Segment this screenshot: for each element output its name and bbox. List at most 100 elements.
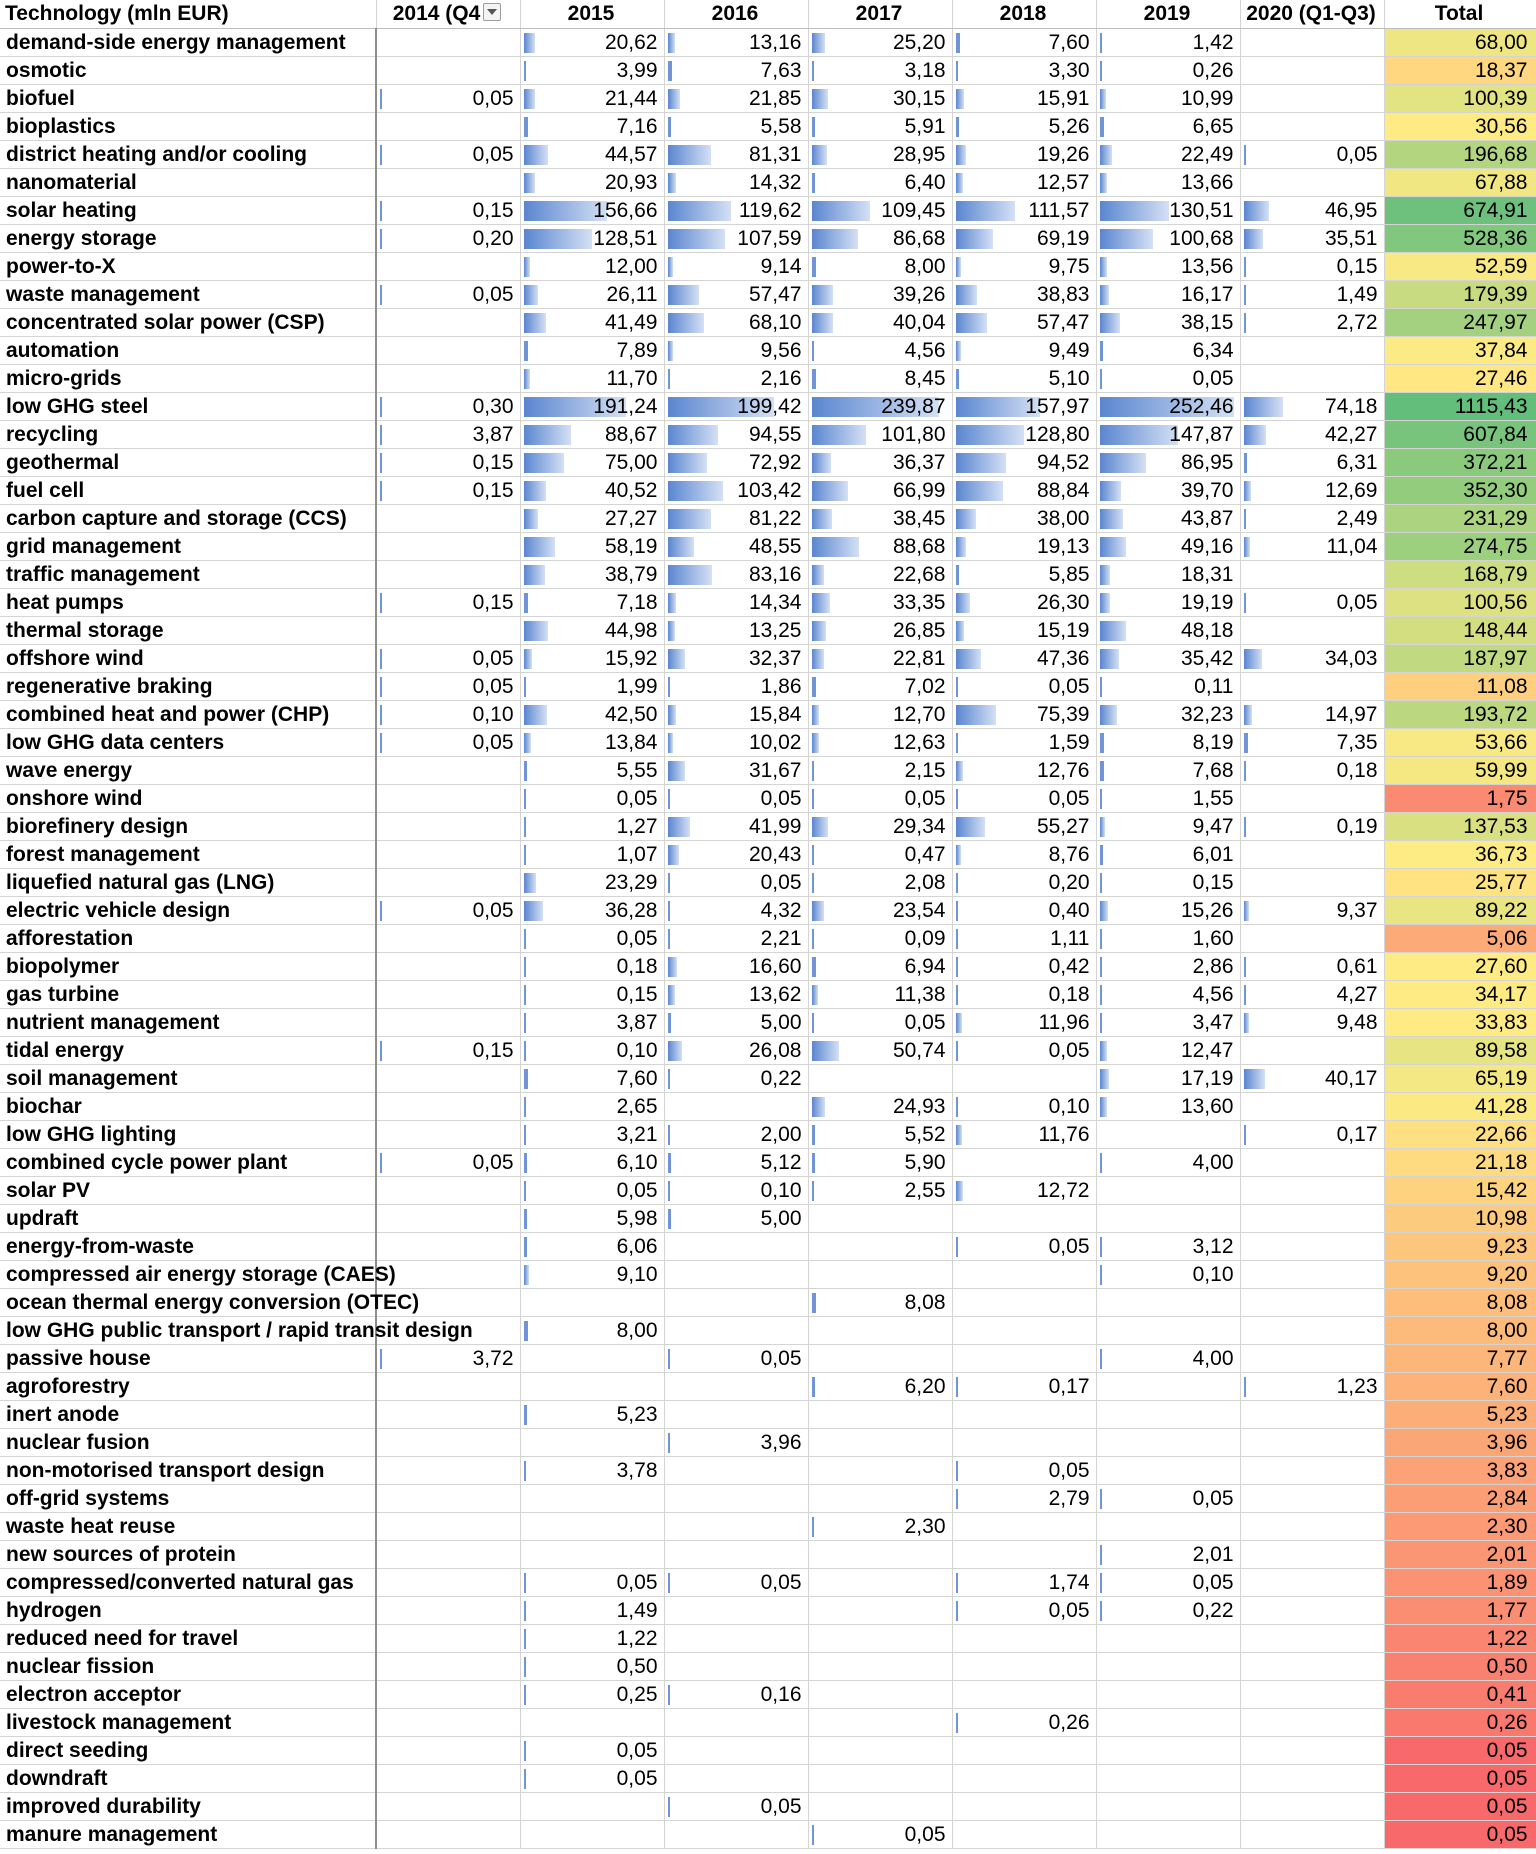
value-cell[interactable]: 7,35: [1240, 728, 1385, 757]
technology-cell[interactable]: thermal storage: [0, 616, 377, 645]
value-cell[interactable]: 14,34: [664, 588, 809, 617]
value-cell[interactable]: 6,20: [808, 1372, 953, 1401]
value-cell[interactable]: [1096, 1372, 1241, 1401]
value-cell[interactable]: [1240, 1092, 1385, 1121]
value-cell[interactable]: 6,01: [1096, 840, 1241, 869]
technology-cell[interactable]: onshore wind: [0, 784, 377, 813]
value-cell[interactable]: [1240, 1316, 1385, 1345]
value-cell[interactable]: 1,11: [952, 924, 1097, 953]
value-cell[interactable]: 75,00: [520, 448, 665, 477]
total-cell[interactable]: 37,84: [1384, 336, 1536, 365]
value-cell[interactable]: [376, 756, 521, 785]
value-cell[interactable]: 0,47: [808, 840, 953, 869]
total-cell[interactable]: 0,05: [1384, 1820, 1536, 1849]
total-cell[interactable]: 607,84: [1384, 420, 1536, 449]
value-cell[interactable]: 3,21: [520, 1120, 665, 1149]
value-cell[interactable]: 13,84: [520, 728, 665, 757]
technology-cell[interactable]: off-grid systems: [0, 1484, 377, 1513]
value-cell[interactable]: [1096, 1624, 1241, 1653]
value-cell[interactable]: 2,86: [1096, 952, 1241, 981]
value-cell[interactable]: 32,23: [1096, 700, 1241, 729]
value-cell[interactable]: 239,87: [808, 392, 953, 421]
value-cell[interactable]: 0,18: [1240, 756, 1385, 785]
value-cell[interactable]: 41,99: [664, 812, 809, 841]
value-cell[interactable]: [808, 1204, 953, 1233]
technology-cell[interactable]: wave energy: [0, 756, 377, 785]
value-cell[interactable]: 9,75: [952, 252, 1097, 281]
value-cell[interactable]: 86,95: [1096, 448, 1241, 477]
total-cell[interactable]: 15,42: [1384, 1176, 1536, 1205]
value-cell[interactable]: [952, 1792, 1097, 1821]
value-cell[interactable]: [376, 1204, 521, 1233]
value-cell[interactable]: [1240, 672, 1385, 701]
value-cell[interactable]: [664, 1652, 809, 1681]
value-cell[interactable]: [952, 1148, 1097, 1177]
value-cell[interactable]: 40,17: [1240, 1064, 1385, 1093]
value-cell[interactable]: 0,05: [664, 1568, 809, 1597]
value-cell[interactable]: [664, 1372, 809, 1401]
value-cell[interactable]: 0,10: [1096, 1260, 1241, 1289]
value-cell[interactable]: 6,31: [1240, 448, 1385, 477]
total-cell[interactable]: 100,39: [1384, 84, 1536, 113]
value-cell[interactable]: 3,87: [376, 420, 521, 449]
value-cell[interactable]: [1240, 28, 1385, 57]
value-cell[interactable]: 5,52: [808, 1120, 953, 1149]
value-cell[interactable]: 20,43: [664, 840, 809, 869]
value-cell[interactable]: [808, 1428, 953, 1457]
value-cell[interactable]: [1240, 840, 1385, 869]
value-cell[interactable]: 0,20: [952, 868, 1097, 897]
value-cell[interactable]: [1096, 1428, 1241, 1457]
value-cell[interactable]: [1240, 1540, 1385, 1569]
value-cell[interactable]: 0,05: [664, 784, 809, 813]
value-cell[interactable]: [520, 1792, 665, 1821]
value-cell[interactable]: 8,45: [808, 364, 953, 393]
value-cell[interactable]: 0,05: [520, 924, 665, 953]
value-cell[interactable]: 0,18: [952, 980, 1097, 1009]
value-cell[interactable]: 11,96: [952, 1008, 1097, 1037]
value-cell[interactable]: 40,04: [808, 308, 953, 337]
technology-cell[interactable]: energy storage: [0, 224, 377, 253]
value-cell[interactable]: 38,45: [808, 504, 953, 533]
value-cell[interactable]: [376, 532, 521, 561]
value-cell[interactable]: 0,19: [1240, 812, 1385, 841]
technology-cell[interactable]: tidal energy: [0, 1036, 377, 1065]
value-cell[interactable]: 38,15: [1096, 308, 1241, 337]
value-cell[interactable]: [1096, 1680, 1241, 1709]
value-cell[interactable]: [1096, 1176, 1241, 1205]
value-cell[interactable]: 5,00: [664, 1008, 809, 1037]
technology-cell[interactable]: improved durability: [0, 1792, 377, 1821]
value-cell[interactable]: 30,15: [808, 84, 953, 113]
value-cell[interactable]: 4,00: [1096, 1148, 1241, 1177]
technology-cell[interactable]: direct seeding: [0, 1736, 377, 1765]
value-cell[interactable]: [952, 1064, 1097, 1093]
total-cell[interactable]: 372,21: [1384, 448, 1536, 477]
technology-cell[interactable]: new sources of protein: [0, 1540, 377, 1569]
value-cell[interactable]: 7,60: [952, 28, 1097, 57]
value-cell[interactable]: 9,56: [664, 336, 809, 365]
technology-cell[interactable]: downdraft: [0, 1764, 377, 1793]
value-cell[interactable]: [1096, 1456, 1241, 1485]
total-cell[interactable]: 352,30: [1384, 476, 1536, 505]
technology-cell[interactable]: compressed air energy storage (CAES): [0, 1260, 396, 1289]
value-cell[interactable]: [1240, 1036, 1385, 1065]
technology-cell[interactable]: manure management: [0, 1820, 377, 1849]
value-cell[interactable]: [952, 1316, 1097, 1345]
value-cell[interactable]: [376, 1624, 521, 1653]
value-cell[interactable]: 0,05: [952, 1036, 1097, 1065]
value-cell[interactable]: 3,72: [376, 1344, 521, 1373]
value-cell[interactable]: 0,15: [1096, 868, 1241, 897]
value-cell[interactable]: 109,45: [808, 196, 953, 225]
value-cell[interactable]: [376, 616, 521, 645]
value-cell[interactable]: 6,06: [520, 1232, 665, 1261]
value-cell[interactable]: 11,38: [808, 980, 953, 1009]
value-cell[interactable]: [376, 840, 521, 869]
total-cell[interactable]: 27,46: [1384, 364, 1536, 393]
value-cell[interactable]: 35,42: [1096, 644, 1241, 673]
value-cell[interactable]: 130,51: [1096, 196, 1241, 225]
value-cell[interactable]: 81,22: [664, 504, 809, 533]
value-cell[interactable]: 50,74: [808, 1036, 953, 1065]
total-cell[interactable]: 674,91: [1384, 196, 1536, 225]
value-cell[interactable]: [376, 1288, 521, 1317]
value-cell[interactable]: [664, 1260, 809, 1289]
value-cell[interactable]: 0,05: [664, 1792, 809, 1821]
